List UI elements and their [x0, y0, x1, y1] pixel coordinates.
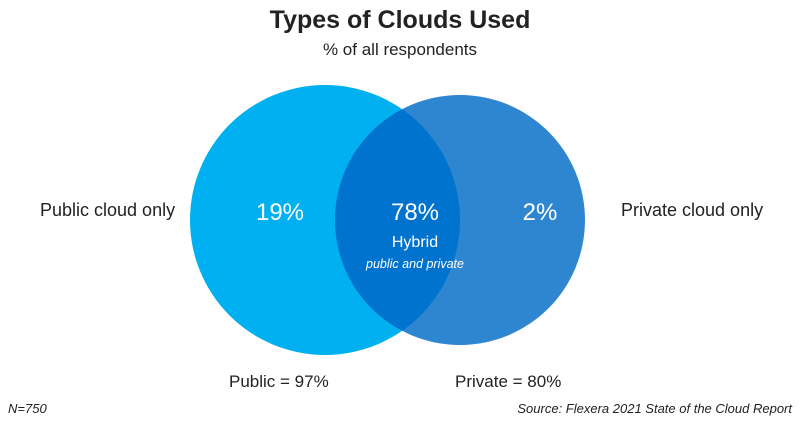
- public-only-value: 19%: [255, 199, 305, 226]
- sample-size-note: N=750: [8, 401, 47, 416]
- public-cloud-only-label: Public cloud only: [40, 200, 176, 220]
- hybrid-overlap: [335, 95, 460, 345]
- private-cloud-only-label: Private cloud only: [621, 200, 764, 220]
- source-note: Source: Flexera 2021 State of the Cloud …: [517, 401, 792, 416]
- hybrid-value: 78%: [390, 199, 440, 226]
- private-only-value: 2%: [522, 199, 558, 226]
- hybrid-label: Hybrid: [391, 234, 439, 251]
- private-total-label: Private = 80%: [455, 372, 562, 391]
- public-total-label: Public = 97%: [229, 372, 329, 391]
- chart-subtitle: % of all respondents: [322, 40, 478, 59]
- chart-title: Types of Clouds Used: [269, 6, 531, 34]
- hybrid-sublabel: public and private: [366, 257, 464, 271]
